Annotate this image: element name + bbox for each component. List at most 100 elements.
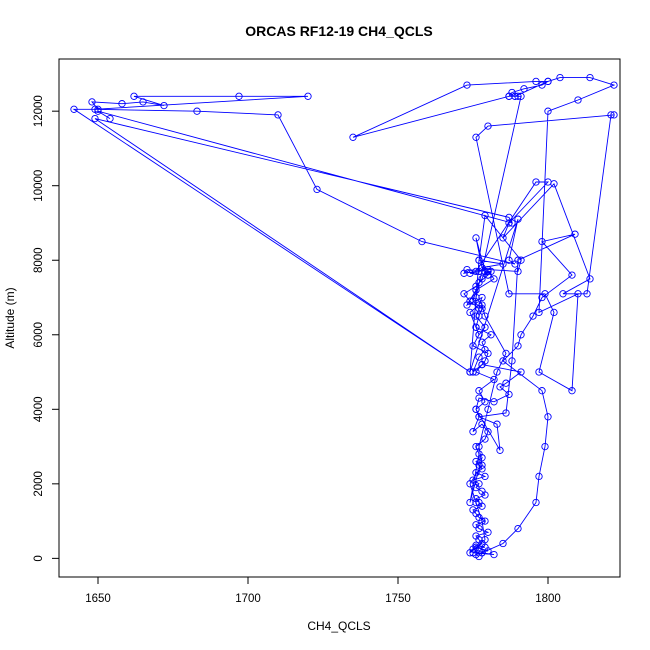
data-point (70, 105, 78, 113)
data-point (544, 77, 552, 86)
data-point (607, 111, 615, 119)
series-layer (70, 73, 618, 561)
data-point (505, 390, 513, 399)
data-point (304, 92, 312, 100)
data-point (118, 100, 126, 108)
data-point (481, 211, 489, 220)
data-point (235, 92, 243, 100)
data-point (484, 528, 492, 536)
data-point (514, 524, 522, 533)
data-point (532, 77, 540, 86)
data-point (478, 305, 486, 313)
data-point (490, 275, 498, 283)
data-point (493, 420, 501, 428)
data-point (538, 387, 546, 395)
data-point (538, 237, 546, 246)
series-line (72, 95, 519, 373)
data-point (475, 413, 483, 421)
data-point (463, 81, 471, 89)
data-point (505, 256, 513, 264)
data-point (475, 450, 483, 458)
data-point (484, 122, 492, 130)
data-point (583, 290, 591, 298)
data-point (274, 111, 282, 119)
x-axis-label: CH4_QCLS (307, 619, 370, 633)
data-point (544, 107, 552, 115)
data-point (505, 213, 513, 222)
data-point (586, 73, 594, 82)
data-point (472, 234, 480, 242)
x-tick-label: 1700 (235, 593, 261, 605)
data-point (502, 409, 510, 417)
chart-title: ORCAS RF12-19 CH4_QCLS (245, 23, 433, 39)
data-point (475, 331, 483, 339)
data-point (472, 323, 480, 331)
x-tick-label: 1750 (385, 593, 411, 605)
data-point (574, 96, 582, 104)
data-point (475, 387, 483, 395)
data-point (475, 305, 483, 313)
data-point (484, 405, 492, 413)
data-point (478, 517, 486, 525)
data-point (466, 480, 474, 488)
data-point (475, 312, 483, 320)
data-point (472, 267, 480, 276)
y-axis: 0 2000 4000 6000 8000 10000 12000 (33, 95, 60, 562)
data-point (466, 297, 474, 305)
data-point (469, 549, 477, 557)
data-point (490, 375, 498, 384)
data-point (484, 267, 492, 276)
data-point (475, 480, 483, 488)
data-point (472, 312, 480, 320)
data-point (472, 543, 480, 551)
data-point (460, 269, 468, 277)
data-point (313, 185, 321, 194)
data-point (499, 539, 507, 548)
data-point (550, 180, 558, 188)
y-tick-label: 10000 (33, 170, 45, 202)
data-point (610, 111, 618, 119)
x-tick-label: 1800 (535, 593, 561, 605)
data-point (481, 517, 489, 525)
data-point (472, 457, 480, 466)
data-point (535, 368, 543, 376)
data-point (505, 92, 513, 100)
data-point (88, 98, 96, 106)
data-point (529, 312, 537, 320)
data-point (568, 387, 576, 395)
data-point (481, 536, 489, 544)
y-tick-label: 6000 (33, 322, 45, 348)
data-point (535, 472, 543, 481)
data-point (508, 219, 516, 227)
data-point (484, 428, 492, 436)
data-point (475, 353, 483, 361)
data-point (538, 293, 546, 302)
data-point (514, 215, 522, 223)
data-point (493, 368, 501, 376)
data-point (496, 446, 504, 454)
data-point (139, 98, 147, 106)
data-point (532, 498, 540, 507)
data-point (472, 521, 480, 529)
data-point (520, 85, 528, 93)
y-tick-label: 12000 (33, 95, 45, 127)
data-point (487, 331, 495, 339)
data-point (478, 420, 486, 428)
data-point (490, 550, 498, 559)
data-point (475, 256, 483, 264)
data-point (418, 237, 426, 246)
data-point (475, 394, 483, 402)
y-tick-label: 2000 (33, 471, 45, 497)
data-point (469, 506, 477, 514)
data-point (544, 413, 552, 421)
data-point (517, 256, 525, 264)
data-point (481, 357, 489, 365)
data-point (466, 549, 474, 557)
data-point (484, 271, 492, 279)
data-point (94, 105, 102, 113)
data-point (478, 487, 486, 495)
data-point (478, 461, 486, 469)
y-tick-label: 8000 (33, 247, 45, 273)
data-point (541, 442, 549, 451)
